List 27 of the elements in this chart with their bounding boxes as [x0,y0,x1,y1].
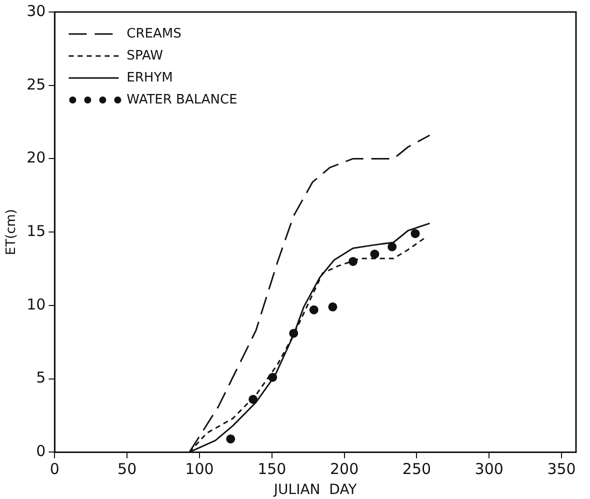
y-tick-label: 15 [26,222,46,240]
legend-label: ERHYM [126,70,173,86]
legend-label: WATER BALANCE [126,92,238,108]
legend-label: SPAW [126,48,164,64]
x-tick-label: 0 [50,460,60,478]
x-tick-label: 300 [474,460,504,478]
x-tick-label: 200 [330,460,359,478]
y-tick-label: 10 [26,295,46,314]
y-tick-label: 5 [36,368,46,387]
x-tick-label: 150 [258,460,286,478]
x-tick-label: 100 [185,460,214,478]
x-tick-label: 50 [118,460,137,478]
y-tick-label: 20 [26,148,46,167]
x-axis-title: JULIAN DAY [272,482,358,498]
point [309,305,318,314]
x-tick-label: 350 [547,460,576,478]
y-axis-title: ET(cm) [4,209,20,256]
y-tick-label: 30 [26,2,46,20]
point [410,229,420,238]
point [388,242,397,252]
y-tick-label: 25 [26,75,46,94]
legend-label: CREAMS [126,26,182,42]
point [370,250,380,259]
point [328,302,338,312]
y-tick-label: 0 [36,442,46,460]
x-tick-label: 250 [402,460,432,478]
point [226,434,236,444]
